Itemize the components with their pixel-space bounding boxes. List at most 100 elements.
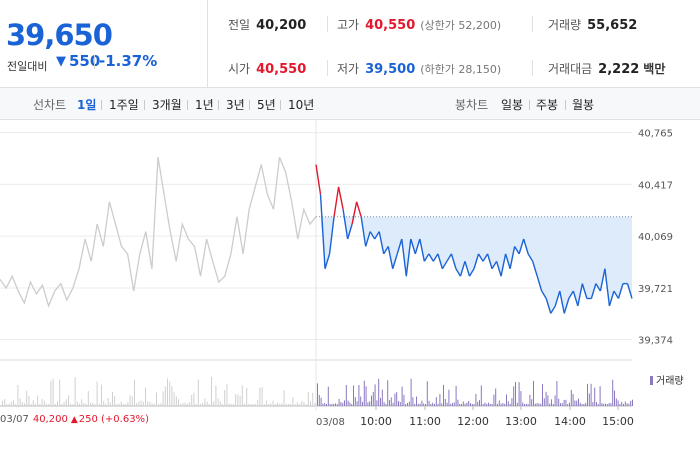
volume-bar xyxy=(222,403,223,406)
volume-bar xyxy=(327,386,329,406)
volume-bar xyxy=(524,404,525,406)
volume-bar xyxy=(193,392,195,406)
divider xyxy=(187,100,188,110)
volume-bar xyxy=(10,401,12,406)
volume-bar xyxy=(588,393,590,406)
today-line-segment xyxy=(504,253,511,269)
candle-tab-daily[interactable]: 일봉 xyxy=(501,98,524,112)
today-line-segment xyxy=(432,253,439,262)
volume-bar xyxy=(376,400,378,406)
volume-bar xyxy=(281,403,283,406)
today-line-segment xyxy=(351,201,358,225)
low-label: 저가 xyxy=(337,62,360,76)
prev-change: 250 (+0.63%) xyxy=(78,414,149,425)
today-line-segment xyxy=(495,261,502,277)
volume-bar xyxy=(363,380,365,406)
period-tab-1y[interactable]: 1년 xyxy=(195,98,214,112)
today-line-segment xyxy=(599,268,606,292)
volume-bar xyxy=(470,403,471,406)
y-tick-label: 40,069 xyxy=(638,232,673,243)
volume-bar xyxy=(394,393,396,406)
today-line-segment xyxy=(364,231,371,247)
volume-bar xyxy=(556,381,558,406)
prev-day-line xyxy=(0,156,317,308)
volume-bar xyxy=(224,390,226,406)
volume-bar xyxy=(493,394,495,406)
volume-bar xyxy=(488,402,489,406)
volume-bar xyxy=(428,400,430,406)
today-line-segment xyxy=(572,290,579,307)
period-tab-3m[interactable]: 3개월 xyxy=(152,98,182,112)
volume-bar xyxy=(540,403,542,406)
volume-bar xyxy=(515,382,516,406)
volume-bar xyxy=(509,403,511,406)
today-line-segment xyxy=(392,253,398,269)
stock-chart[interactable]: 40,765 40,417 40,069 39,721 39,374 03/08 10:0… xyxy=(0,120,700,450)
volume-bar xyxy=(285,403,287,406)
volume-bar xyxy=(473,404,475,406)
y-tick-label: 40,765 xyxy=(638,129,673,140)
volume-bar xyxy=(57,401,58,406)
today-line-segment xyxy=(500,253,507,277)
volume-bar xyxy=(410,378,412,406)
today-line-segment xyxy=(446,253,453,262)
volume-bar xyxy=(76,401,78,406)
volume-bar xyxy=(439,394,441,406)
volume-bar xyxy=(405,404,407,406)
low-stat: 저가 39,500 (하한가 28,150) xyxy=(337,60,501,77)
volume-bar xyxy=(468,401,470,406)
high-value: 40,550 xyxy=(365,18,416,33)
volume-bar xyxy=(560,403,561,406)
volume-bar xyxy=(21,402,23,406)
volume-bar xyxy=(189,402,190,406)
period-tab-1d[interactable]: 1일 xyxy=(77,98,97,112)
volume-bar xyxy=(383,402,385,406)
volume-bar xyxy=(345,385,347,406)
volume-bar xyxy=(26,390,28,406)
period-tab-1w[interactable]: 1주일 xyxy=(109,98,139,112)
volume-bar xyxy=(195,403,197,406)
candle-tab-weekly[interactable]: 주봉 xyxy=(536,98,559,112)
volume-bar xyxy=(520,391,522,406)
today-line-segment xyxy=(324,253,331,269)
volume-bar xyxy=(261,387,263,406)
volume-bar xyxy=(497,404,498,406)
change-percent: -1.37% xyxy=(99,52,158,70)
period-tab-3y[interactable]: 3년 xyxy=(226,98,245,112)
volume-bar xyxy=(542,384,543,406)
x-tick-label: 14:00 xyxy=(554,415,586,428)
volume-bar xyxy=(342,402,344,406)
candle-tab-monthly[interactable]: 월봉 xyxy=(572,98,595,112)
volume-bar xyxy=(462,401,464,406)
period-tab-5y[interactable]: 5년 xyxy=(257,98,276,112)
volume-bar xyxy=(441,403,443,406)
volume-bar xyxy=(513,386,515,406)
volume-bar xyxy=(310,401,311,406)
divider xyxy=(565,100,566,110)
volume-bar xyxy=(252,404,254,406)
volume-bar xyxy=(288,403,289,406)
volume-bar xyxy=(129,395,131,406)
volume-bar xyxy=(120,401,122,406)
volume-bar xyxy=(305,404,307,406)
volume-bar xyxy=(356,401,358,406)
volume-bar xyxy=(149,401,151,406)
today-date-label: 03/08 xyxy=(316,417,345,428)
today-line-segment xyxy=(468,268,475,277)
volume-bar xyxy=(142,401,144,406)
volume-bar xyxy=(450,403,452,406)
today-line-segment xyxy=(405,238,412,277)
amount-unit: 백만 xyxy=(643,62,666,76)
volume-bar xyxy=(292,397,294,406)
prev-date: 03/07 xyxy=(0,414,29,425)
volume-bar xyxy=(545,391,547,406)
today-line-segment xyxy=(491,260,498,270)
volume-bar xyxy=(417,403,419,406)
divider xyxy=(532,60,533,76)
period-tab-10y[interactable]: 10년 xyxy=(288,98,315,112)
volume-bar xyxy=(432,402,434,406)
volume-bar xyxy=(338,398,340,406)
below-reference-fill xyxy=(316,216,632,314)
today-line-segment xyxy=(315,164,322,195)
volume-bar xyxy=(389,400,390,406)
